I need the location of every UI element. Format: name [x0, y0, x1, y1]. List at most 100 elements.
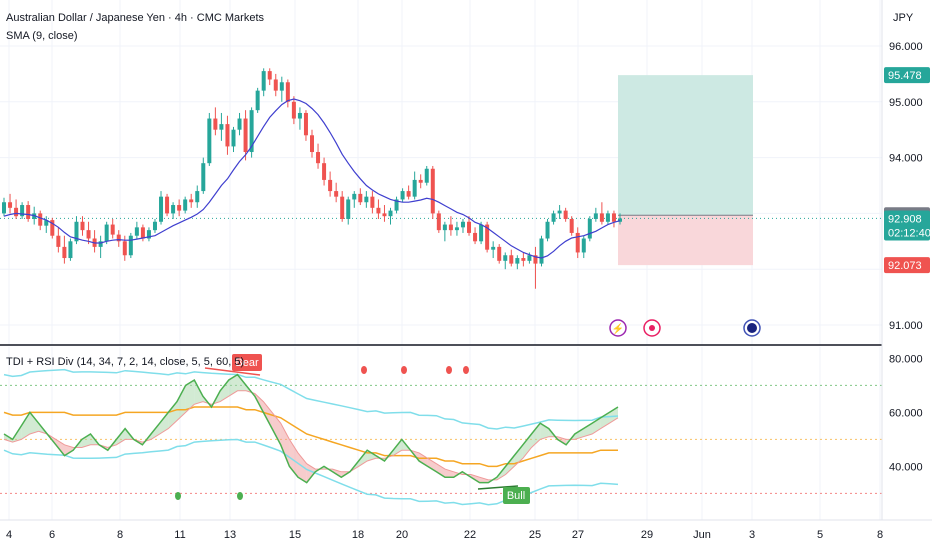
time-axis[interactable]: 4 6 8 11 13 15 18 20 22 25 27 29 Jun 3 5 8 [6, 529, 883, 541]
candle[interactable] [267, 68, 272, 86]
candle[interactable] [26, 201, 31, 222]
candle[interactable] [442, 221, 447, 242]
candle[interactable] [20, 202, 25, 219]
stop-loss-zone[interactable] [618, 215, 753, 266]
bull-signal[interactable]: Bull [477, 485, 530, 504]
candle[interactable] [587, 216, 592, 242]
candle[interactable] [243, 110, 248, 161]
candle[interactable] [618, 213, 622, 225]
candle[interactable] [310, 129, 314, 158]
market-base-line[interactable] [3, 406, 618, 468]
candle[interactable] [104, 221, 109, 245]
candle[interactable] [159, 191, 164, 225]
candle[interactable] [563, 207, 568, 222]
candle[interactable] [545, 218, 550, 242]
candle[interactable] [146, 227, 151, 242]
candle[interactable] [346, 196, 351, 225]
candle[interactable] [98, 235, 103, 259]
candle[interactable] [68, 238, 73, 261]
candle[interactable] [539, 235, 544, 267]
candle[interactable] [557, 205, 562, 219]
candle[interactable] [285, 79, 290, 108]
candle[interactable] [92, 230, 97, 253]
candle[interactable] [328, 171, 333, 197]
bear-dot-marker[interactable] [401, 366, 407, 374]
upper-band-line[interactable] [3, 368, 619, 430]
candle[interactable] [316, 143, 321, 169]
candle[interactable] [551, 210, 556, 225]
candle[interactable] [467, 216, 472, 236]
candle[interactable] [80, 216, 85, 236]
candle[interactable] [376, 199, 381, 219]
candle[interactable] [8, 193, 13, 214]
candle[interactable] [334, 182, 339, 203]
candle[interactable] [249, 107, 254, 158]
candle[interactable] [382, 205, 387, 222]
candle[interactable] [599, 202, 604, 225]
candle[interactable] [322, 157, 327, 186]
candle[interactable] [388, 207, 393, 225]
candle[interactable] [533, 246, 538, 289]
candle[interactable] [201, 157, 206, 194]
candle[interactable] [62, 235, 67, 264]
candle[interactable] [406, 185, 411, 200]
candle[interactable] [460, 218, 465, 233]
event-markers[interactable]: ⚡ [609, 319, 761, 337]
candle[interactable] [213, 107, 218, 136]
candle[interactable] [605, 210, 610, 225]
candle[interactable] [370, 191, 375, 214]
candle[interactable] [195, 185, 200, 208]
candle[interactable] [358, 188, 363, 206]
bull-dot-marker[interactable] [175, 492, 181, 500]
record-icon[interactable] [643, 319, 661, 337]
indicator-plot[interactable]: Bear Bull [3, 354, 619, 506]
candle[interactable] [177, 199, 182, 217]
candle[interactable] [231, 126, 236, 153]
lightning-icon[interactable]: ⚡ [609, 319, 627, 337]
candle[interactable] [38, 210, 43, 231]
candle[interactable] [509, 249, 514, 267]
candle[interactable] [611, 210, 616, 228]
candle[interactable] [303, 110, 308, 141]
sma-legend[interactable]: SMA (9, close) [6, 30, 78, 42]
bear-dot-marker[interactable] [446, 366, 452, 374]
candle[interactable] [479, 221, 484, 245]
candle[interactable] [56, 227, 61, 253]
candle[interactable] [581, 235, 586, 259]
candle[interactable] [50, 217, 55, 239]
candle[interactable] [569, 216, 574, 236]
australia-flag-icon[interactable] [743, 319, 761, 337]
candle[interactable] [436, 210, 441, 233]
bear-dot-marker[interactable] [361, 366, 367, 374]
candle[interactable] [14, 199, 19, 219]
rsi-price-line[interactable] [3, 373, 619, 484]
candlestick-series[interactable] [2, 68, 622, 289]
candle[interactable] [44, 216, 49, 233]
candle[interactable] [515, 255, 520, 270]
candle[interactable] [418, 174, 423, 189]
candle[interactable] [261, 68, 266, 97]
candle[interactable] [219, 112, 224, 141]
candle[interactable] [412, 171, 417, 200]
candle[interactable] [491, 241, 496, 259]
candle[interactable] [110, 218, 115, 239]
candle[interactable] [171, 202, 176, 219]
candle[interactable] [273, 73, 278, 97]
candle[interactable] [593, 207, 598, 222]
candle[interactable] [225, 115, 230, 155]
candle[interactable] [473, 227, 478, 245]
candle[interactable] [521, 252, 526, 267]
currency-label[interactable]: JPY [893, 12, 914, 24]
candle[interactable] [575, 227, 580, 259]
candle[interactable] [497, 244, 502, 264]
candle[interactable] [485, 221, 490, 253]
candle[interactable] [503, 252, 508, 270]
candle[interactable] [86, 221, 91, 245]
signal-line[interactable] [3, 390, 619, 481]
candle[interactable] [340, 191, 345, 222]
candle[interactable] [189, 193, 194, 208]
candle[interactable] [165, 193, 170, 217]
candle[interactable] [237, 112, 242, 136]
candle[interactable] [152, 218, 157, 233]
